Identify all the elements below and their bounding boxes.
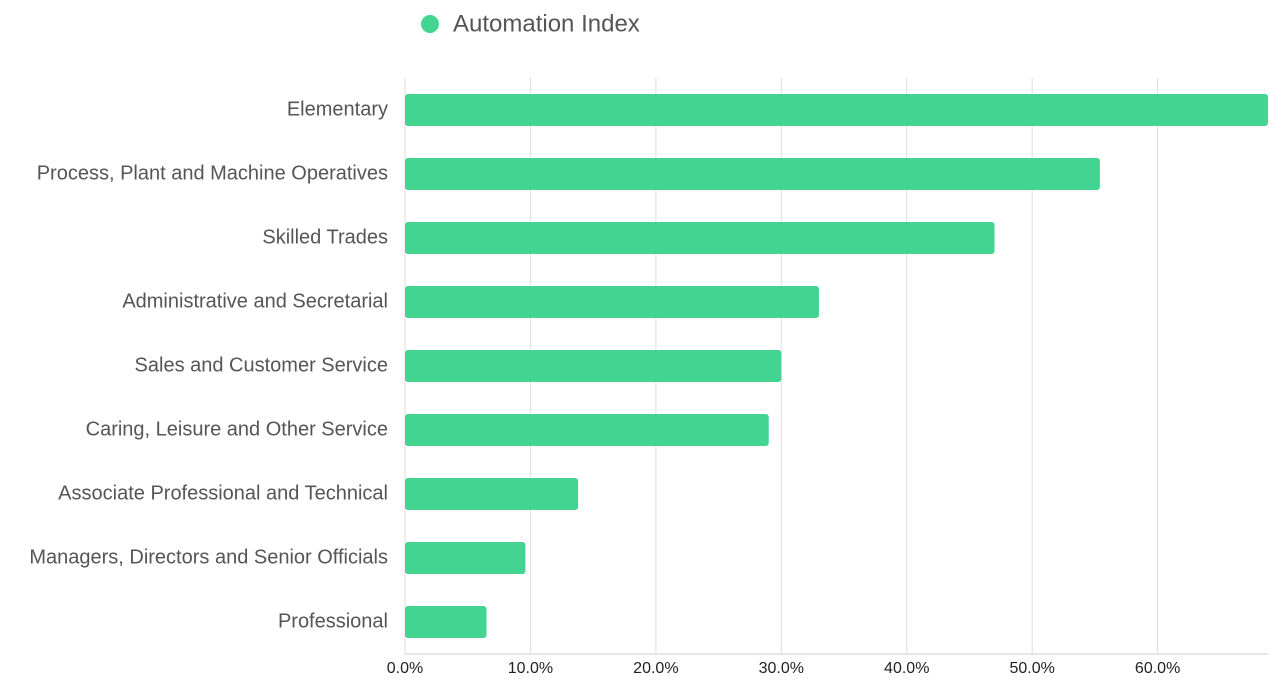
- bar: [405, 286, 819, 318]
- x-tick-label: 50.0%: [1009, 660, 1054, 677]
- bar: [405, 94, 1268, 126]
- y-tick-label: Elementary: [287, 98, 388, 120]
- bar: [405, 478, 579, 510]
- x-tick-label: 0.0%: [387, 660, 423, 677]
- bar: [405, 158, 1100, 190]
- y-tick-label: Managers, Directors and Senior Officials: [29, 546, 388, 568]
- x-tick-label: 20.0%: [633, 660, 678, 677]
- y-tick-label: Administrative and Secretarial: [122, 290, 388, 312]
- y-tick-label: Skilled Trades: [262, 226, 388, 248]
- bar: [405, 414, 769, 446]
- legend-label: Automation Index: [453, 10, 640, 37]
- y-tick-label: Sales and Customer Service: [135, 354, 388, 376]
- bar: [405, 350, 782, 382]
- y-tick-label: Process, Plant and Machine Operatives: [37, 162, 388, 184]
- y-tick-label: Associate Professional and Technical: [58, 482, 388, 504]
- x-tick-label: 10.0%: [508, 660, 553, 677]
- x-tick-label: 60.0%: [1135, 660, 1180, 677]
- y-tick-label: Caring, Leisure and Other Service: [86, 418, 388, 440]
- y-tick-label: Professional: [278, 610, 388, 632]
- x-tick-label: 40.0%: [884, 660, 929, 677]
- bar: [405, 222, 995, 254]
- x-tick-label: 30.0%: [759, 660, 804, 677]
- bar: [405, 606, 487, 638]
- bar: [405, 542, 526, 574]
- legend-marker: [421, 15, 439, 33]
